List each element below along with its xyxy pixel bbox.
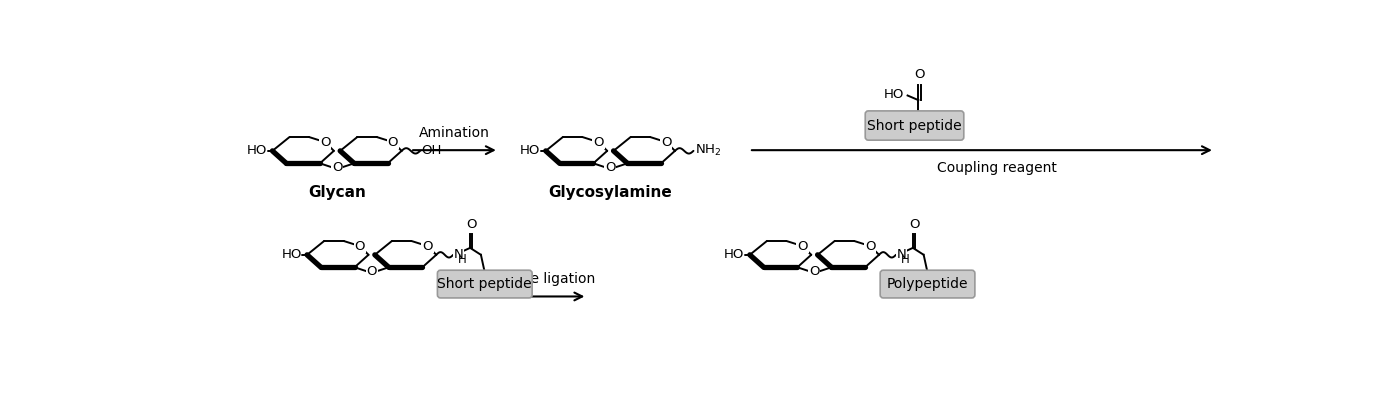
Text: O: O — [331, 162, 342, 174]
Text: N: N — [896, 248, 906, 261]
Text: N: N — [454, 248, 463, 261]
FancyBboxPatch shape — [865, 111, 964, 140]
Text: O: O — [366, 265, 377, 279]
Text: HO: HO — [246, 144, 267, 157]
Text: O: O — [466, 218, 477, 231]
Text: O: O — [388, 136, 399, 148]
Text: O: O — [355, 240, 364, 253]
Text: HO: HO — [520, 144, 540, 157]
Text: HO: HO — [725, 248, 744, 261]
Text: O: O — [914, 68, 925, 81]
Text: O: O — [808, 265, 820, 279]
Text: O: O — [422, 240, 433, 253]
Text: NH$_2$: NH$_2$ — [694, 143, 722, 158]
Text: O: O — [661, 136, 671, 148]
FancyBboxPatch shape — [437, 270, 532, 298]
Text: Glycosylamine: Glycosylamine — [549, 185, 672, 200]
Text: O: O — [865, 240, 876, 253]
Text: Coupling reagent: Coupling reagent — [938, 161, 1057, 175]
Text: HO: HO — [884, 88, 905, 101]
Text: Amination: Amination — [419, 126, 490, 140]
Text: O: O — [320, 136, 330, 148]
FancyBboxPatch shape — [880, 270, 975, 298]
Text: O: O — [798, 240, 807, 253]
Text: Polypeptide: Polypeptide — [887, 277, 968, 291]
Text: O: O — [909, 218, 920, 231]
Text: H: H — [901, 253, 910, 266]
Text: Short peptide: Short peptide — [437, 277, 532, 291]
Text: Peptide ligation: Peptide ligation — [487, 273, 595, 287]
Text: Short peptide: Short peptide — [868, 119, 962, 133]
Text: H: H — [458, 253, 468, 266]
Text: HO: HO — [282, 248, 301, 261]
Text: O: O — [605, 162, 616, 174]
Text: O: O — [593, 136, 604, 148]
Text: Glycan: Glycan — [308, 185, 366, 200]
Text: OH: OH — [422, 144, 441, 157]
